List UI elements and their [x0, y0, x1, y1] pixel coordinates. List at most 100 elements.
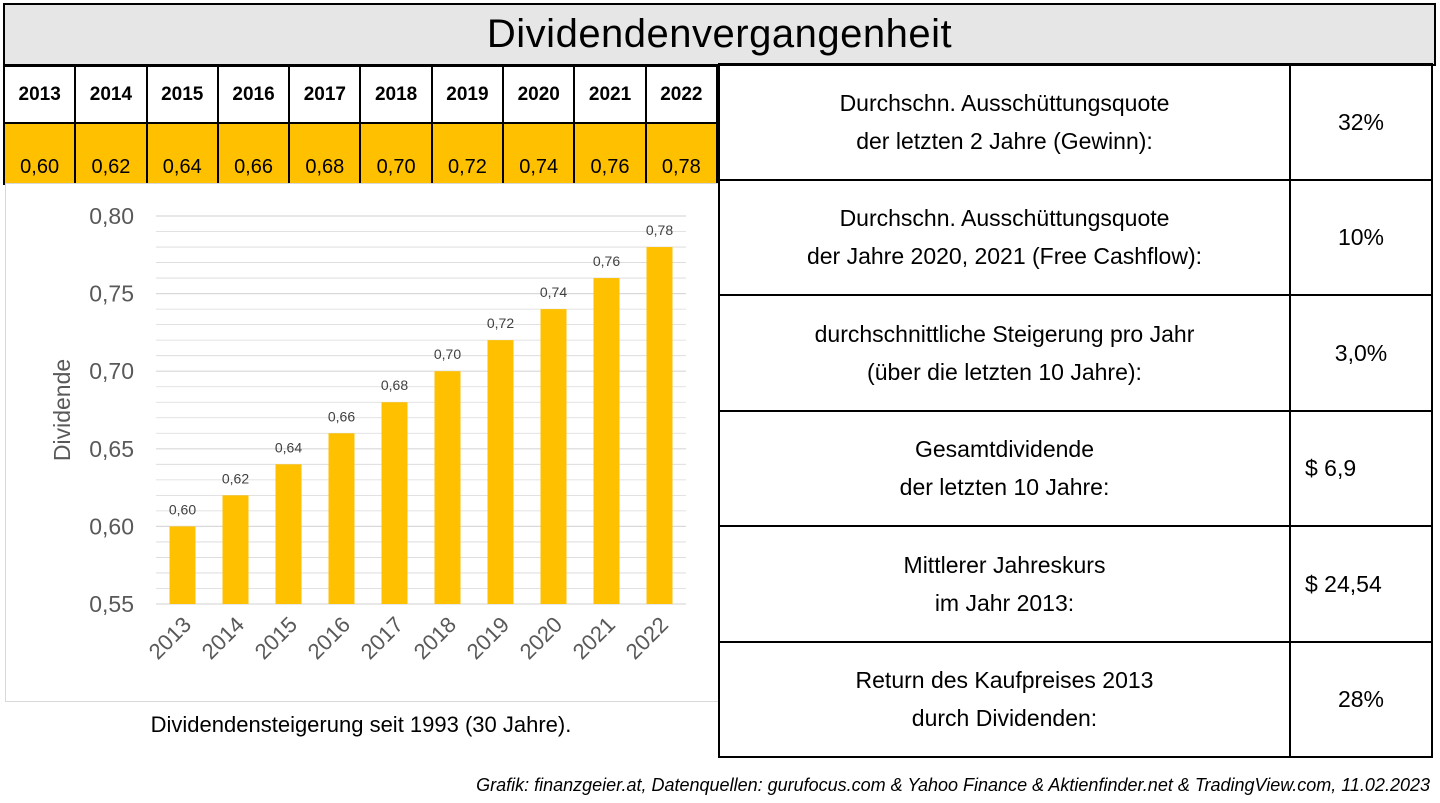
year-cell: 2022 [644, 65, 719, 124]
bar-data-label: 0,74 [540, 284, 567, 300]
bar-chart-svg: 0,550,600,650,700,750,80 0,600,620,640,6… [49, 203, 686, 664]
chart-caption: Dividendensteigerung seit 1993 (30 Jahre… [150, 712, 572, 737]
bar [169, 526, 196, 604]
stats-value: $ 24,54 [1289, 525, 1433, 643]
dividend-cell: 0,72 [430, 122, 505, 185]
bar-data-label: 0,62 [222, 470, 249, 486]
bar [540, 309, 567, 604]
data-labels: 0,60 0,62 0,64 0,66 0,68 0,70 0,72 0,74 0,76 0,78 [169, 222, 673, 517]
dividend-value-row: 0,60 0,62 0,64 0,66 0,68 0,70 0,72 0,74 … [2, 122, 719, 185]
stats-value: 28% [1289, 640, 1433, 758]
bar [381, 402, 408, 604]
x-tick-label: 2015 [250, 612, 302, 664]
stats-label-line: der Jahre 2020, 2021 (Free Cashflow): [806, 243, 1203, 270]
stats-label-line: Durchschn. Ausschüttungsquote [839, 205, 1170, 232]
x-tick-label: 2014 [197, 612, 249, 664]
y-tick-label: 0,70 [89, 358, 134, 384]
bar [593, 278, 620, 604]
y-tick-label: 0,60 [89, 513, 134, 539]
bar-data-label: 0,60 [169, 501, 196, 517]
dividend-cell: 0,60 [2, 122, 77, 185]
dividend-cell: 0,74 [502, 122, 576, 185]
stats-table: Durchschn. Ausschüttungsquote der letzte… [718, 63, 1433, 758]
year-cell: 2018 [359, 65, 433, 124]
y-axis-label: Dividende [49, 359, 75, 461]
y-tick-label: 0,80 [89, 203, 134, 229]
stats-label-line: durch Dividenden: [911, 705, 1098, 732]
stats-label: Durchschn. Ausschüttungsquote der Jahre … [718, 178, 1291, 296]
dividend-cell: 0,62 [74, 122, 148, 185]
stats-label: durchschnittliche Steigerung pro Jahr (ü… [718, 294, 1291, 412]
page-title: Dividendenvergangenheit [3, 3, 1436, 66]
x-tick-label: 2022 [621, 612, 673, 664]
stats-label-line: Mittlerer Jahreskurs [903, 551, 1106, 578]
dividend-cell: 0,78 [644, 122, 719, 185]
x-tick-label: 2021 [568, 612, 620, 664]
bar [328, 433, 355, 604]
x-tick-label: 2017 [356, 612, 408, 664]
y-axis-ticks: 0,55 0,60 0,65 0,70 0,75 0,80 [89, 203, 134, 617]
year-cell: 2017 [288, 65, 362, 124]
dividend-cell: 0,66 [216, 122, 291, 185]
bar-data-label: 0,78 [646, 222, 673, 238]
bar-data-label: 0,68 [381, 377, 408, 393]
y-tick-label: 0,65 [89, 436, 134, 462]
dividend-cell: 0,68 [288, 122, 362, 185]
x-tick-label: 2019 [462, 612, 514, 664]
bar [646, 247, 673, 604]
stats-value: $ 6,9 [1289, 409, 1433, 527]
dividend-cell: 0,70 [359, 122, 433, 185]
stats-value: 3,0% [1289, 294, 1433, 412]
dividend-cell: 0,64 [145, 122, 219, 185]
year-cell: 2020 [502, 65, 576, 124]
stats-label: Return des Kaufpreises 2013 durch Divide… [718, 640, 1291, 758]
stats-value: 10% [1289, 178, 1433, 296]
stats-row: Gesamtdividende der letzten 10 Jahre: $ … [718, 409, 1433, 527]
year-cell: 2021 [573, 65, 647, 124]
bar [434, 371, 461, 604]
stats-row: Return des Kaufpreises 2013 durch Divide… [718, 640, 1433, 758]
stats-value: 32% [1289, 63, 1433, 181]
stats-row: Mittlerer Jahreskurs im Jahr 2013: $ 24,… [718, 525, 1433, 643]
stats-label: Gesamtdividende der letzten 10 Jahre: [718, 409, 1291, 527]
dividend-chart: 0,55 0,60 0,65 0,70 0,75 0,80 0,60 0,62 0,64 0,6… [5, 183, 719, 702]
x-tick-label: 2018 [409, 612, 461, 664]
dividend-cell: 0,76 [573, 122, 647, 185]
year-cell: 2019 [430, 65, 505, 124]
bar-data-label: 0,64 [275, 439, 302, 455]
bar [275, 464, 302, 604]
stats-label-line: Gesamtdividende [915, 436, 1094, 463]
dividend-years-table: 2013 2014 2015 2016 2017 2018 2019 2020 … [2, 65, 719, 185]
x-tick-label: 2020 [515, 612, 567, 664]
bar-data-label: 0,70 [434, 346, 461, 362]
x-axis-ticks: 2013 2014 2015 2016 2017 2018 2019 2020 2021 2022 [144, 612, 673, 664]
bar-data-label: 0,72 [487, 315, 514, 331]
year-cell: 2016 [216, 65, 291, 124]
year-header-row: 2013 2014 2015 2016 2017 2018 2019 2020 … [2, 65, 719, 124]
stats-row: Durchschn. Ausschüttungsquote der letzte… [718, 63, 1433, 181]
bar [487, 340, 514, 604]
x-tick-label: 2016 [303, 612, 355, 664]
stats-label-line: (über die letzten 10 Jahre): [867, 358, 1142, 385]
stats-label-line: Durchschn. Ausschüttungsquote [839, 89, 1170, 116]
stats-label: Durchschn. Ausschüttungsquote der letzte… [718, 63, 1291, 181]
stats-row: Durchschn. Ausschüttungsquote der Jahre … [718, 178, 1433, 296]
stats-label-line: im Jahr 2013: [934, 589, 1075, 616]
bar-data-label: 0,66 [328, 408, 355, 424]
year-cell: 2013 [2, 65, 77, 124]
stats-label-line: der letzten 10 Jahre: [899, 474, 1110, 501]
y-tick-label: 0,55 [89, 591, 134, 617]
stats-row: durchschnittliche Steigerung pro Jahr (ü… [718, 294, 1433, 412]
stats-label-line: der letzten 2 Jahre (Gewinn): [856, 127, 1153, 154]
source-footer: Grafik: finanzgeier.at, Datenquellen: gu… [476, 775, 1430, 795]
bar [222, 495, 249, 604]
bars [169, 247, 673, 604]
year-cell: 2015 [145, 65, 219, 124]
stats-label-line: Return des Kaufpreises 2013 [855, 667, 1154, 694]
bar-data-label: 0,76 [593, 253, 620, 269]
x-tick-label: 2013 [144, 612, 196, 664]
y-tick-label: 0,75 [89, 281, 134, 307]
stats-label: Mittlerer Jahreskurs im Jahr 2013: [718, 525, 1291, 643]
year-cell: 2014 [74, 65, 148, 124]
stats-label-line: durchschnittliche Steigerung pro Jahr [814, 320, 1195, 347]
